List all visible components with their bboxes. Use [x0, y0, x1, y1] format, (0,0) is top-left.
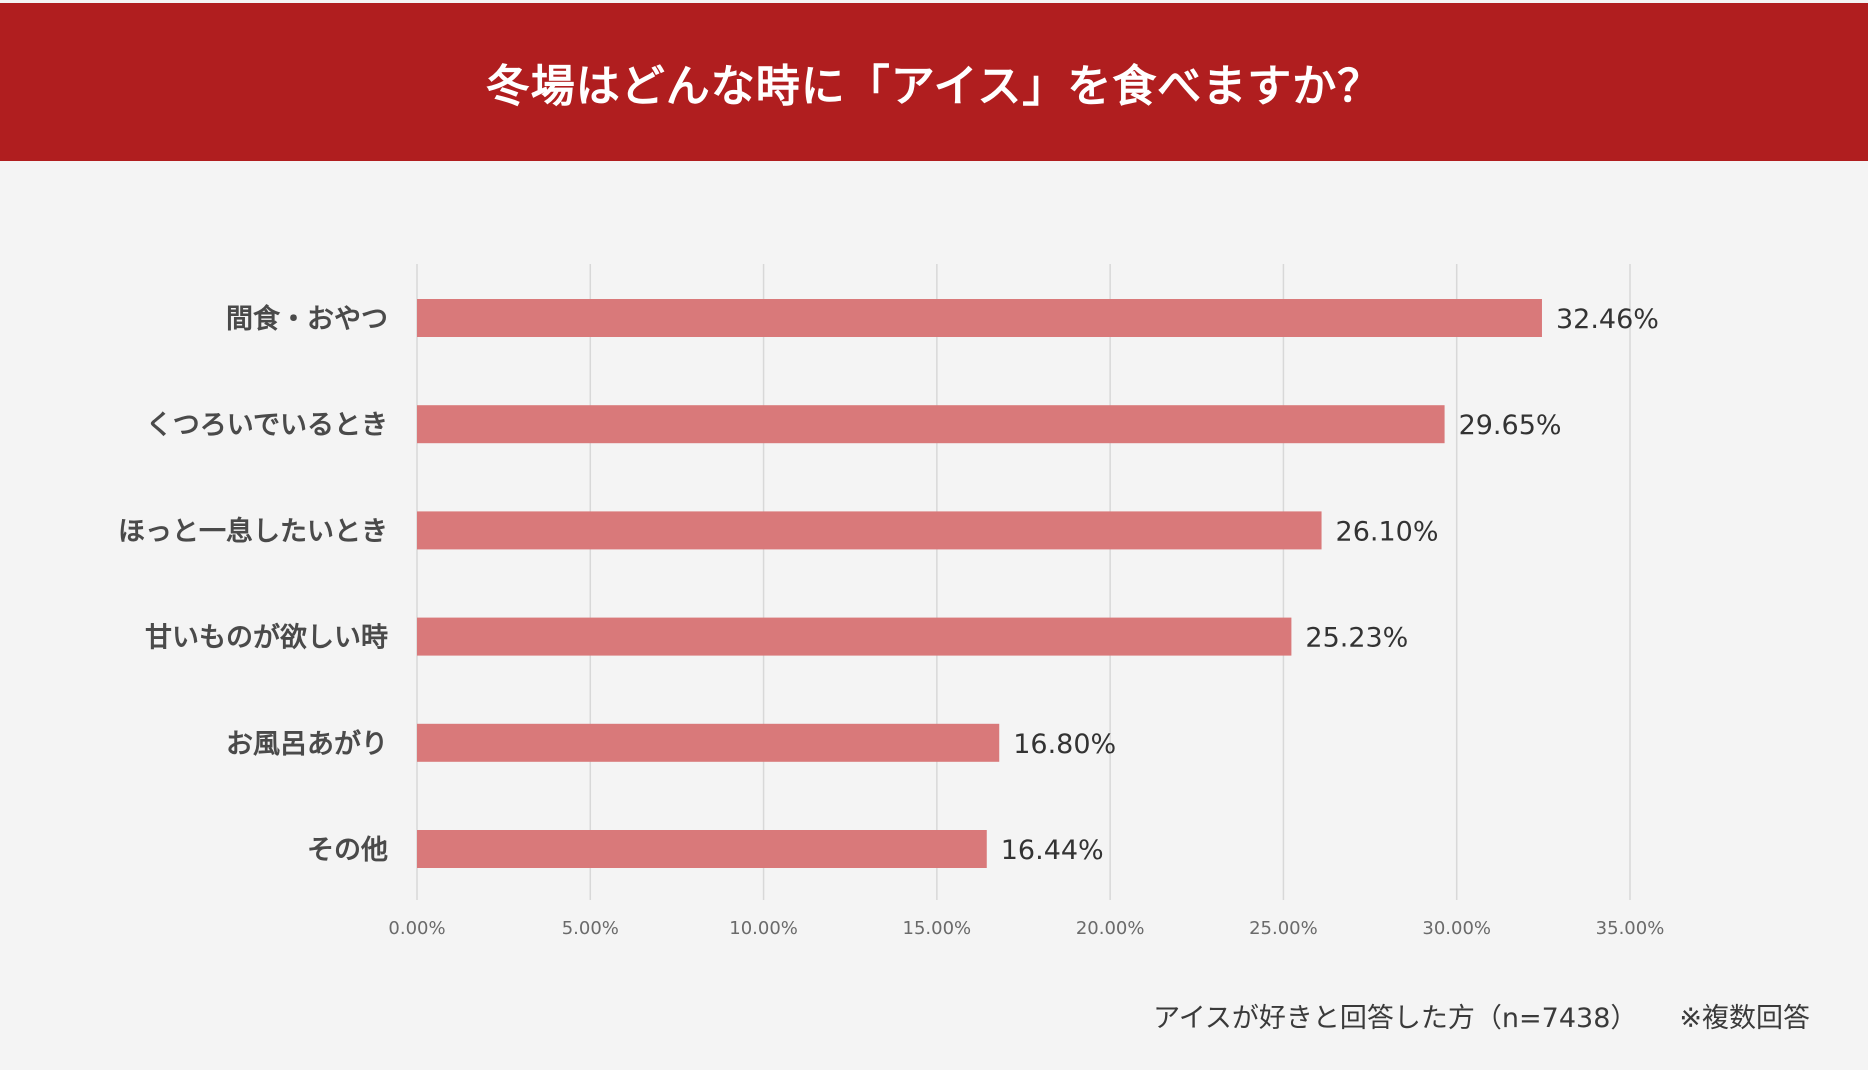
value-labels: 32.46% 29.65% 26.10% 25.23% 16.80% 16.44% [1001, 304, 1659, 866]
x-tick-label: 30.00% [1422, 918, 1491, 939]
value-label-3: 26.10% [1336, 516, 1439, 547]
bar-5 [417, 723, 1000, 762]
x-tick-label: 25.00% [1249, 918, 1318, 939]
bar-3 [417, 511, 1322, 550]
value-label-4: 25.23% [1305, 623, 1408, 654]
x-tick-label: 15.00% [903, 918, 972, 939]
category-label-3: ほっと一息したいとき [118, 515, 388, 547]
gridlines [416, 264, 1631, 900]
category-label-5: お風呂あがり [226, 728, 388, 760]
x-tick-label: 0.00% [388, 918, 445, 939]
category-label-2: くつろいでいるとき [146, 410, 388, 441]
category-label-1: 間食・おやつ [226, 303, 388, 335]
x-axis-ticks: 0.00% 5.00% 10.00% 15.00% 20.00% 25.00% 30.00%… [388, 918, 1664, 939]
sample-size-note: アイスが好きと回答した方（n=7438） [1153, 1003, 1638, 1034]
bar-4 [417, 617, 1292, 656]
x-tick-label: 20.00% [1076, 918, 1145, 939]
category-label-4: 甘いものが欲しい時 [145, 622, 388, 654]
footnote: アイスが好きと回答した方（n=7438） ※複数回答 [1153, 996, 1810, 1035]
value-label-1: 32.46% [1556, 304, 1659, 335]
bars [417, 299, 1542, 868]
value-label-5: 16.80% [1013, 729, 1116, 760]
value-label-2: 29.65% [1459, 410, 1562, 441]
category-labels: 間食・おやつくつろいでいるときほっと一息したいとき甘いものが欲しい時お風呂あがり… [118, 303, 388, 866]
x-tick-label: 10.00% [729, 918, 798, 939]
category-label-6: その他 [307, 835, 388, 866]
chart-title: 冬場はどんな時に「アイス」を食べますか？ [485, 61, 1383, 112]
title-banner: 冬場はどんな時に「アイス」を食べますか？ [0, 3, 1868, 161]
bar-1 [417, 299, 1542, 337]
value-label-6: 16.44% [1001, 835, 1104, 866]
multiple-answer-note: ※複数回答 [1679, 1003, 1810, 1034]
bar-2 [417, 405, 1445, 444]
x-tick-label: 35.00% [1596, 918, 1665, 939]
bar-6 [417, 830, 987, 868]
x-tick-label: 5.00% [562, 918, 619, 939]
